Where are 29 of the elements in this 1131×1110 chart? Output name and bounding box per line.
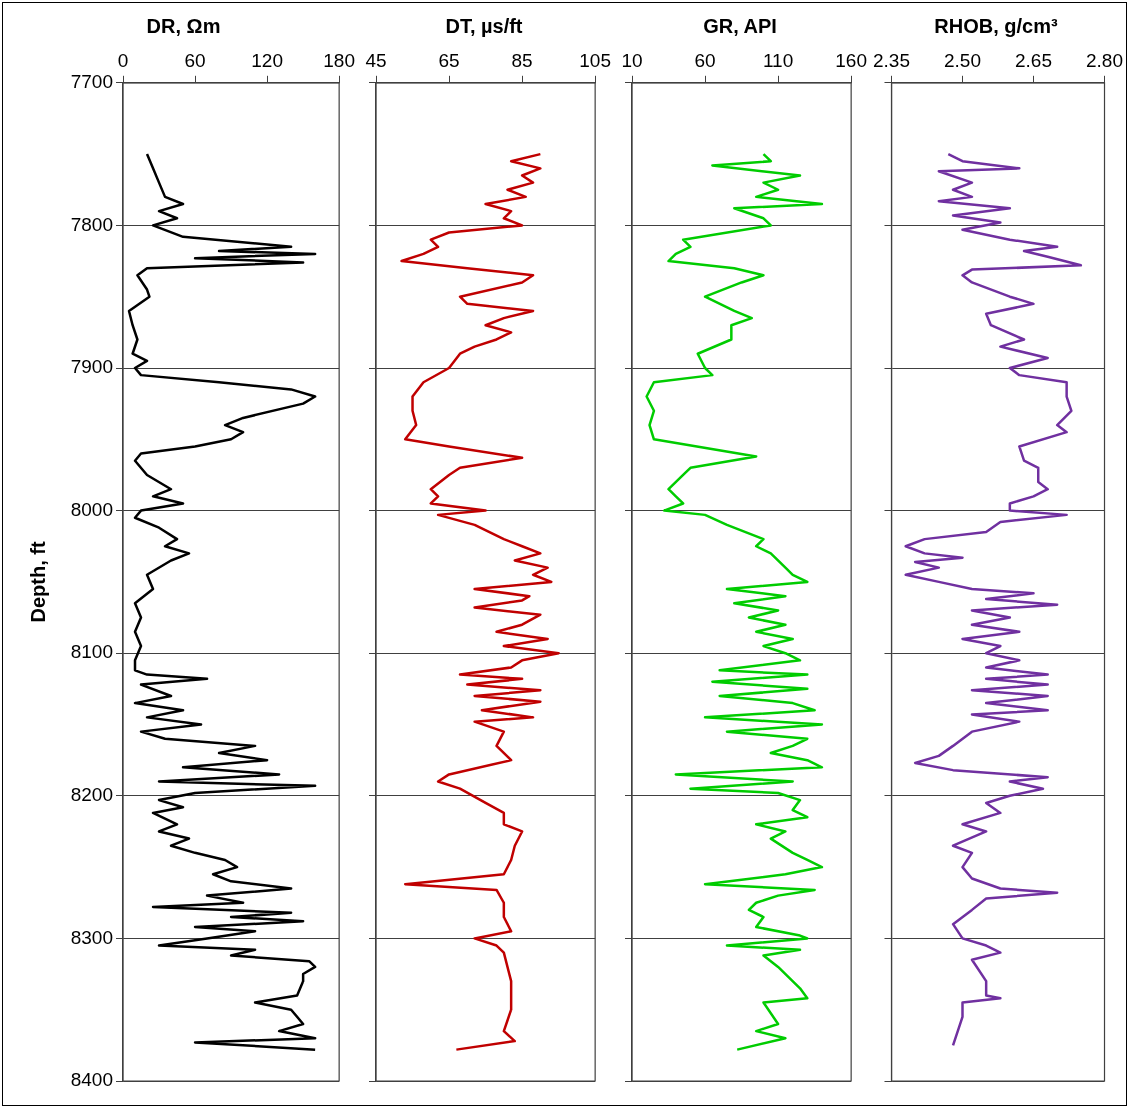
x-tick-label: 120 bbox=[251, 49, 283, 71]
y-axis-title: Depth, ft bbox=[26, 541, 49, 623]
x-tick-label: 2.80 bbox=[1086, 49, 1123, 71]
x-tick-label: 60 bbox=[184, 49, 206, 71]
chart-title: GR, API bbox=[703, 14, 777, 37]
x-tick-label: 0 bbox=[117, 49, 129, 71]
x-tick-label: 2.50 bbox=[944, 49, 981, 71]
x-tick-label: 60 bbox=[694, 49, 716, 71]
x-tick-label: 65 bbox=[438, 49, 460, 71]
x-tick-label: 2.35 bbox=[873, 49, 910, 71]
y-tick-label: 8100 bbox=[70, 641, 113, 663]
x-tick-label: 180 bbox=[323, 49, 355, 71]
x-tick-label: 45 bbox=[365, 49, 387, 71]
x-tick-label: 105 bbox=[579, 49, 611, 71]
y-tick-label: 8000 bbox=[70, 498, 113, 520]
chart-title: DR, Ωm bbox=[146, 14, 221, 37]
y-tick-label: 7900 bbox=[70, 356, 113, 378]
x-tick-label: 10 bbox=[621, 49, 643, 71]
chart-title: DT, µs/ft bbox=[445, 14, 523, 37]
x-tick-label: 160 bbox=[835, 49, 867, 71]
x-tick-label: 85 bbox=[511, 49, 533, 71]
y-tick-label: 8400 bbox=[70, 1069, 113, 1091]
chart-title: RHOB, g/cm³ bbox=[934, 14, 1059, 37]
y-tick-label: 8200 bbox=[70, 784, 113, 806]
x-tick-label: 110 bbox=[762, 49, 794, 71]
y-tick-label: 7800 bbox=[70, 213, 113, 235]
y-tick-label: 8300 bbox=[70, 926, 113, 948]
y-tick-label: 7700 bbox=[70, 71, 113, 93]
x-tick-label: 2.65 bbox=[1015, 49, 1052, 71]
